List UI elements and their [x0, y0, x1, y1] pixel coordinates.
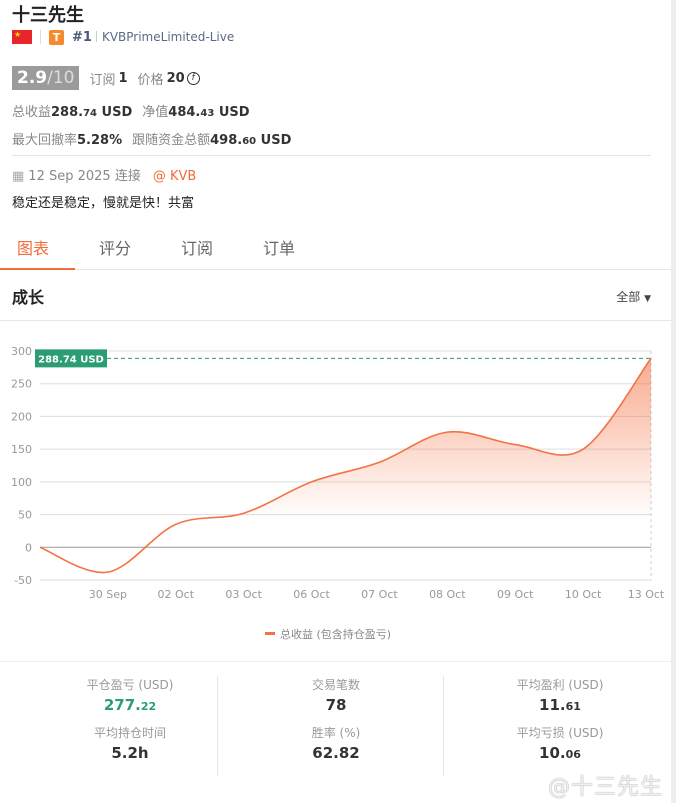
scrollbar[interactable] [671, 0, 676, 803]
profit-row: 总收益 288.74 USD 净值 484.43 USD [12, 101, 260, 120]
stat-item: 平均盈利 (USD) 11.61 [455, 676, 665, 718]
stat-value: 11.61 [539, 696, 581, 714]
legend-swatch [265, 632, 275, 635]
stats-panel: 平仓盈亏 (USD) 277.22 交易笔数 78 平均盈利 (USD) 11.61 平均持… [0, 661, 671, 803]
y-tick-label: 150 [11, 443, 32, 456]
stat-label: 平仓盈亏 (USD) [86, 678, 174, 692]
stat-value: 78 [325, 696, 347, 714]
total-profit-value: 288.74 USD [51, 105, 133, 120]
price-label: 价格 [137, 72, 164, 88]
x-tick-label: 02 Oct [158, 588, 195, 601]
tab-rating[interactable]: 评分 [99, 239, 132, 258]
legend-label: 总收益 (包含持仓盈亏) [280, 627, 391, 641]
section-title: 成长 [12, 288, 45, 307]
trader-meta: ★ T #1 KVBPrimeLimited-Live [12, 29, 234, 45]
x-tick-label: 08 Oct [429, 588, 466, 601]
x-tick-label: 07 Oct [361, 588, 398, 601]
stat-item: 胜率 (%) 62.82 [231, 724, 441, 766]
broker-link[interactable]: @ KVB [152, 169, 197, 184]
y-tick-label: 0 [25, 541, 32, 554]
stat-value: 62.82 [312, 744, 360, 762]
stat-label: 平均盈利 (USD) [516, 678, 604, 692]
y-tick-label: 100 [11, 476, 32, 489]
calendar-icon: ▦ [12, 169, 25, 184]
tab-bar: 图表 评分 订阅 订单 [0, 230, 671, 270]
tab-chart[interactable]: 图表 [17, 239, 50, 258]
follow-funds-label: 跟随资金总额 [132, 133, 211, 148]
connected-date: 12 Sep 2025 连接 [28, 169, 141, 184]
last-value-badge [35, 349, 107, 368]
range-dropdown[interactable]: 全部 ▼ [616, 288, 651, 305]
tier-badge: T [49, 29, 64, 45]
watermark: @十三先生 [548, 775, 664, 800]
drawdown-value: 5.28% [77, 133, 123, 148]
total-profit-label: 总收益 [12, 105, 52, 120]
x-tick-label: 09 Oct [497, 588, 534, 601]
stat-label: 平均亏损 (USD) [516, 726, 604, 740]
score-badge: 2.9/10 [12, 66, 80, 90]
x-tick-label: 10 Oct [565, 588, 602, 601]
range-value: 全部 [616, 290, 641, 304]
divider [0, 320, 671, 321]
y-tick-label: 50 [18, 509, 32, 522]
series-line [39, 357, 652, 574]
stat-item: 交易笔数 78 [231, 676, 441, 718]
price-value: 20 [166, 70, 185, 86]
stat-value: 5.2h [111, 744, 149, 762]
china-flag-icon: ★ [12, 30, 32, 44]
rank: #1 [72, 29, 92, 45]
drawdown-row: 最大回撤率 5.28% 跟随资金总额 498.60 USD [12, 129, 301, 148]
x-tick-label: 13 Oct [628, 588, 665, 601]
motto: 稳定还是稳定，慢就是快！共富 [12, 196, 195, 211]
divider [217, 676, 218, 776]
follow-funds-value: 498.60 USD [210, 133, 292, 148]
stat-item: 平均亏损 (USD) 10.06 [455, 724, 665, 766]
score-row: 2.9/10 订阅 1 价格 20 f [12, 66, 200, 90]
x-tick-label: 03 Oct [225, 588, 262, 601]
area-fill [40, 358, 651, 573]
last-value-label: 288.74 USD [38, 354, 104, 365]
y-tick-label: 200 [11, 410, 32, 423]
equity-value: 484.43 USD [168, 105, 250, 120]
growth-chart: 300 250 200 150 100 50 0 -50 30 Sep 02 Oct 03 Oct 0… [11, 345, 665, 641]
equity-label: 净值 [142, 105, 169, 120]
stat-label: 交易笔数 [311, 678, 360, 692]
stat-item: 平仓盈亏 (USD) 277.22 [25, 676, 235, 718]
active-tab-indicator [0, 268, 75, 270]
x-tick-label: 06 Oct [293, 588, 330, 601]
trader-name: 十三先生 [12, 5, 84, 26]
tab-orders[interactable]: 订单 [263, 239, 296, 258]
connected-row: ▦ 12 Sep 2025 连接 @ KVB [12, 165, 196, 184]
stat-label: 胜率 (%) [311, 726, 361, 740]
divider [40, 30, 41, 44]
stat-item: 平均持仓时间 5.2h [25, 724, 235, 766]
divider [12, 155, 651, 156]
y-tick-label: -50 [14, 574, 32, 587]
caret-down-icon: ▼ [644, 294, 651, 304]
stat-value: 277.22 [103, 696, 157, 714]
stat-label: 平均持仓时间 [93, 726, 166, 740]
y-tick-label: 250 [11, 378, 32, 391]
drawdown-label: 最大回撤率 [12, 133, 78, 148]
legend[interactable]: 总收益 (包含持仓盈亏) [265, 627, 391, 641]
x-tick-label: 30 Sep [89, 588, 127, 601]
divider [443, 676, 444, 776]
tab-subscription[interactable]: 订阅 [181, 239, 214, 258]
stat-value: 10.06 [539, 744, 581, 762]
y-tick-label: 300 [11, 345, 32, 358]
subscribe-count: 1 [118, 70, 128, 86]
broker-name: KVBPrimeLimited-Live [94, 30, 234, 44]
subscribe-label: 订阅 [89, 72, 116, 88]
coin-icon: f [186, 71, 200, 85]
